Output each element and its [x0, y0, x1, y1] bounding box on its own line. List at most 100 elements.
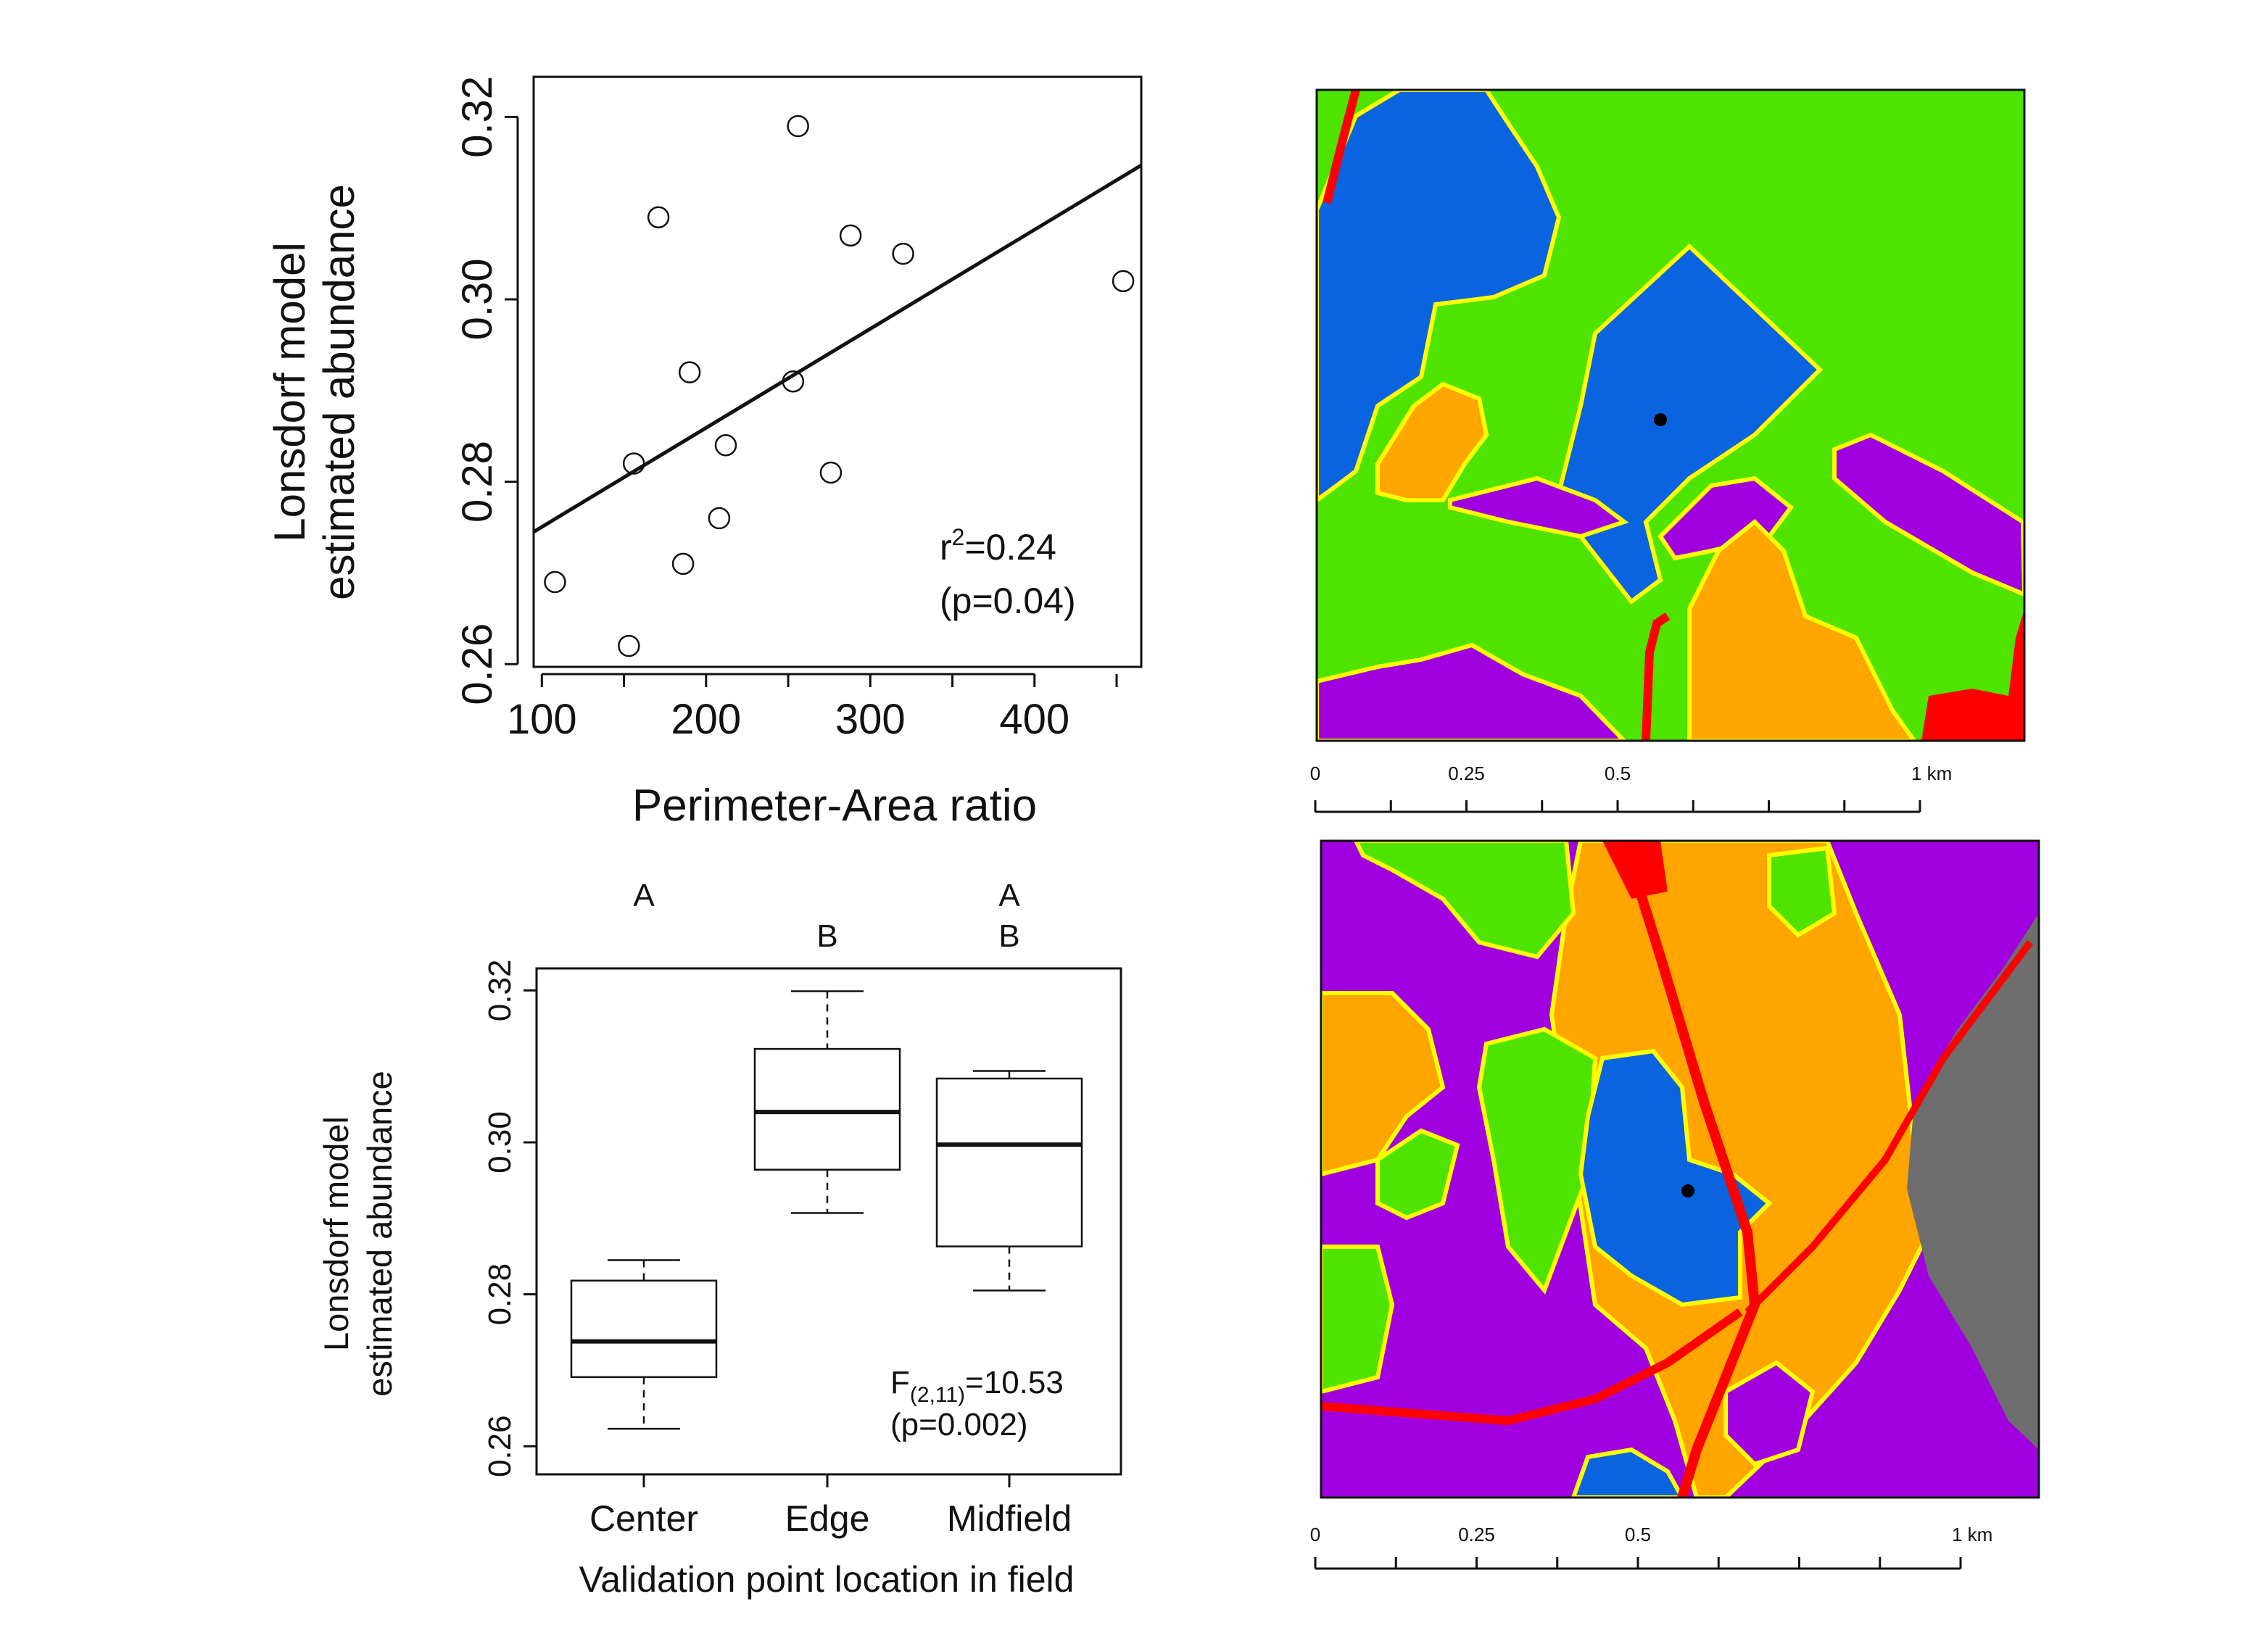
scale-bar-label: 0 — [1310, 763, 1320, 784]
boxplot-category-label: Edge — [785, 1498, 870, 1539]
boxplot-boxes-group — [570, 990, 1083, 1430]
scatter-point — [782, 370, 805, 393]
scatter-point — [892, 242, 914, 265]
green-area-center-west — [1476, 1026, 1598, 1295]
scatter-y-tick-label-group: 0.30 — [454, 259, 501, 341]
boxplot-y-axis-label-line2: estimated abundance — [360, 1071, 399, 1396]
boxplot-y-tick-label-group: 0.28 — [482, 1263, 518, 1326]
bottom-land-cover-map: 0 0.25 0.5 1 km — [1310, 839, 2040, 1570]
boxplot-panel: 0.260.280.300.32 Center Edge Midfield ABAB… — [317, 878, 1122, 1600]
boxplot-p-value-annotation: (p=0.002) — [890, 1407, 1028, 1442]
bottom-map-scale-bar: 0 0.25 0.5 1 km — [1310, 1524, 1992, 1570]
group-letter: A — [633, 878, 655, 913]
blue-area-northwest — [1317, 90, 1562, 503]
boxplot-y-tick-label-group: 0.26 — [482, 1415, 518, 1477]
f-statistic-prefix: F — [890, 1365, 910, 1400]
red-road-northwest — [1323, 90, 1360, 204]
top-land-cover-map: 0 0.25 0.5 1 km — [1310, 88, 2026, 813]
scatter-y-tick-label: 0.26 — [454, 623, 501, 705]
boxplot-category-labels: Center Edge Midfield — [589, 1473, 1072, 1539]
scatter-point — [678, 361, 701, 383]
orange-area-south — [1687, 518, 1917, 741]
scatter-point — [622, 452, 645, 475]
scatter-point — [839, 224, 862, 247]
scale-bar-label: 0.5 — [1625, 1524, 1651, 1545]
scatter-point — [647, 206, 670, 228]
group-letter: A — [998, 878, 1020, 913]
regression-line — [532, 163, 1143, 533]
validation-point-marker — [1654, 413, 1667, 426]
boxplot-category-label: Center — [589, 1498, 698, 1539]
regression-line-group — [532, 163, 1143, 533]
boxplot-x-axis-label: Validation point location in field — [579, 1559, 1075, 1600]
f-statistic-annotation: F(2,11)=10.53 — [890, 1365, 1064, 1407]
boxplot-y-tick-label-group: 0.32 — [482, 960, 518, 1022]
scatter-point — [544, 570, 566, 594]
purple-strip-east — [1832, 432, 2024, 597]
scatter-y-tick-label-group: 0.26 — [454, 623, 501, 705]
scale-bar-label: 1 km — [1911, 763, 1952, 784]
validation-point-marker — [1681, 1184, 1694, 1197]
boxplot-box — [753, 1047, 901, 1171]
scatter-y-tick-label-group: 0.32 — [454, 76, 501, 158]
red-road-north-south — [1619, 841, 1760, 1498]
boxplot-y-axis-label-line1: Lonsdorf model — [317, 1116, 355, 1351]
gray-urban-area-east — [1907, 913, 2039, 1450]
red-road-west — [1321, 1308, 1743, 1426]
scale-bar-label: 1 km — [1952, 1524, 1992, 1545]
red-road-south — [1642, 612, 1671, 741]
red-road-northeast — [1745, 940, 2033, 1315]
boxplot-box — [570, 1279, 718, 1379]
boxplot-y-tick-label: 0.28 — [482, 1263, 518, 1326]
f-statistic-value: =10.53 — [965, 1365, 1064, 1400]
scale-bar-label: 0.25 — [1458, 1524, 1495, 1545]
r-squared-superscript: 2 — [952, 524, 965, 550]
scatter-point — [671, 552, 695, 576]
red-area-north — [1602, 841, 1668, 899]
scatter-x-tick-label: 400 — [999, 696, 1069, 743]
scale-bar-label: 0.25 — [1448, 763, 1485, 784]
scatter-point — [787, 115, 809, 138]
scatter-x-tick-label: 200 — [671, 696, 741, 743]
scatter-p-value-annotation: (p=0.04) — [940, 581, 1076, 621]
top-map-scale-bar: 0 0.25 0.5 1 km — [1310, 763, 1952, 813]
scatter-point — [618, 634, 640, 657]
boxplot-box — [935, 1077, 1083, 1247]
scatter-x-axis-label: Perimeter-Area ratio — [632, 781, 1037, 831]
green-area-southwest — [1321, 1245, 1395, 1395]
boxplot-y-tick-label: 0.32 — [482, 960, 518, 1022]
scatter-x-tick-label: 300 — [835, 696, 906, 743]
scatter-y-axis: 0.26 0.28 0.30 0.32 — [454, 76, 519, 705]
boxplot-y-tick-label-group: 0.30 — [482, 1111, 518, 1174]
r-squared-value: =0.24 — [964, 527, 1056, 568]
scatter-y-tick-label: 0.30 — [454, 259, 501, 341]
top-map-frame — [1315, 88, 2026, 742]
scale-bar-label: 0.5 — [1605, 763, 1631, 784]
boxplot-y-tick-label: 0.30 — [482, 1111, 518, 1174]
f-statistic-subscript: (2,11) — [910, 1383, 965, 1407]
scatter-y-tick-label-group: 0.28 — [454, 441, 501, 523]
purple-area-southwest — [1317, 642, 1628, 741]
purple-strip-center — [1448, 475, 1629, 539]
scale-bar-label: 0 — [1310, 1524, 1320, 1545]
purple-area-south-center — [1723, 1360, 1816, 1467]
scatter-points-group — [544, 115, 1135, 657]
scatter-y-axis-label-line1: Lonsdorf model — [265, 242, 314, 542]
green-area-northwest — [1353, 841, 1576, 960]
scatter-x-axis: 100 200 300 400 — [507, 673, 1118, 743]
orange-area-west — [1375, 381, 1489, 502]
scatter-point — [708, 507, 731, 530]
group-letter: B — [816, 918, 837, 954]
scatter-point — [714, 434, 737, 457]
red-area-southeast — [1921, 609, 2024, 741]
green-area-northeast — [1767, 845, 1837, 938]
scatter-x-tick-label: 100 — [507, 696, 577, 743]
scatter-plot-panel: 0.26 0.28 0.30 0.32 100 200 300 400 Perimeter-… — [265, 75, 1143, 831]
orange-area-west — [1321, 991, 1446, 1177]
scatter-plot-frame — [532, 75, 1143, 668]
r-squared-prefix: r — [940, 527, 952, 568]
scatter-point — [819, 461, 843, 484]
boxplot-y-axis: 0.26 0.28 0.30 0.32 — [482, 960, 538, 1477]
